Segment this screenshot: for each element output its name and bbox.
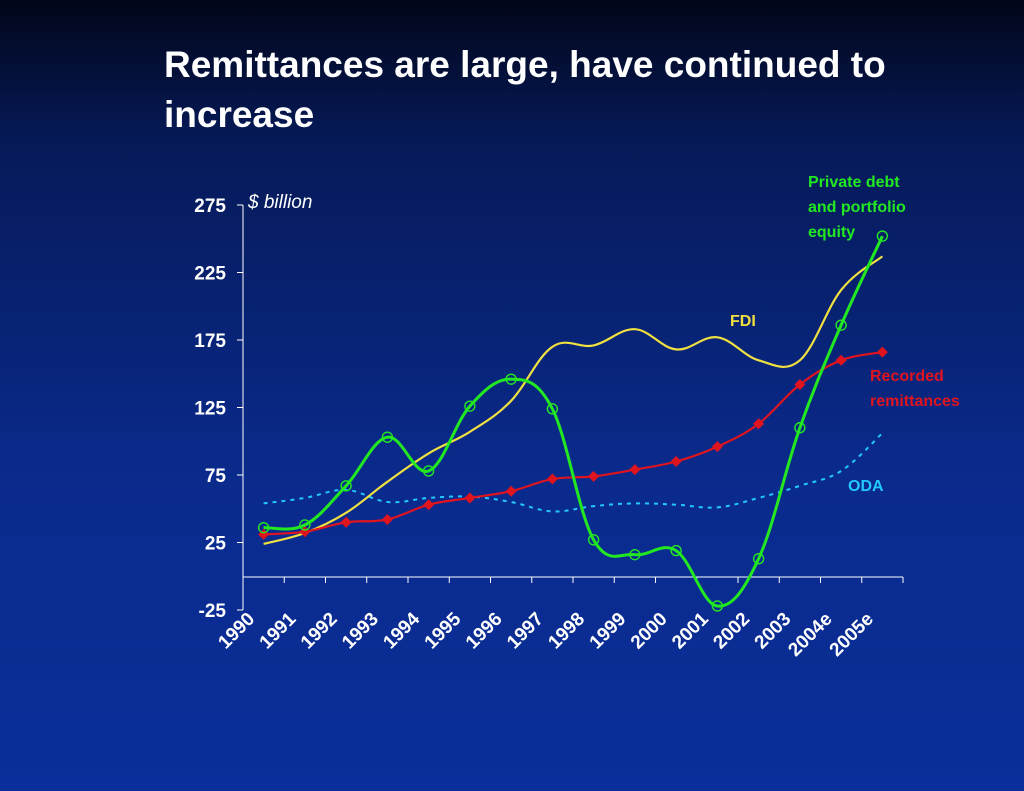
x-tick-label: 2005e	[826, 609, 878, 661]
series-label-private-debt-and-portfolio-equity: and portfolio	[808, 199, 906, 216]
data-point-private-debt-and-portfolio-equity-1993	[381, 431, 394, 443]
data-point-private-debt-and-portfolio-equity-1991	[299, 519, 311, 531]
data-point-recorded-remittances-1996	[505, 485, 517, 497]
data-point-recorded-remittances-2002	[753, 418, 765, 430]
series-label-fdi: FDI	[730, 313, 756, 330]
series-label-recorded-remittances: Recorded	[870, 368, 944, 385]
x-tick-label: 2002	[709, 609, 754, 654]
series-label-private-debt-and-portfolio-equity: Private debt	[808, 174, 900, 191]
data-point-private-debt-and-portfolio-equity-2003	[794, 422, 806, 434]
x-tick-label: 2001	[668, 608, 713, 653]
data-point-recorded-remittances-1995	[464, 492, 476, 504]
x-tick-label: 1996	[462, 609, 507, 654]
series-label-oda: ODA	[848, 478, 884, 495]
data-point-private-debt-and-portfolio-equity-1996	[505, 373, 517, 385]
data-point-private-debt-and-portfolio-equity-1992	[340, 480, 352, 492]
data-point-recorded-remittances-2000	[670, 456, 682, 467]
data-point-private-debt-and-portfolio-equity-1994	[422, 465, 435, 477]
chart-series-labels: Private debt and portfolio equity FDI Record…	[730, 174, 960, 495]
x-tick-label: 1998	[544, 609, 589, 654]
x-tick-label: 2004e	[784, 609, 836, 661]
chart-series	[257, 230, 889, 612]
y-tick-label: 275	[194, 196, 226, 217]
x-tick-label: 1999	[586, 609, 631, 654]
data-point-private-debt-and-portfolio-equity-2001	[711, 600, 724, 612]
data-point-private-debt-and-portfolio-equity-1997	[546, 403, 559, 415]
data-point-private-debt-and-portfolio-equity-2002	[752, 553, 765, 565]
data-point-recorded-remittances-1992	[340, 516, 352, 528]
y-tick-label: 75	[205, 466, 227, 487]
page-title: Remittances are large, have continued to…	[164, 44, 886, 135]
x-tick-label: 1997	[503, 609, 548, 654]
series-label-recorded-remittances: remittances	[870, 393, 960, 410]
series-label-private-debt-and-portfolio-equity: equity	[808, 224, 855, 241]
y-tick-label: 225	[194, 264, 226, 285]
y-tick-label: 125	[194, 399, 226, 420]
data-point-private-debt-and-portfolio-equity-2000	[670, 544, 682, 557]
data-point-private-debt-and-portfolio-equity-2004e	[835, 319, 847, 331]
x-tick-label: 2000	[627, 609, 672, 654]
series-line-private-debt-and-portfolio-equity	[263, 235, 884, 608]
data-point-private-debt-and-portfolio-equity-1999	[629, 548, 641, 561]
data-point-private-debt-and-portfolio-equity-2005e	[876, 230, 889, 242]
y-tick-label: -25	[199, 601, 227, 622]
data-point-private-debt-and-portfolio-equity-1995	[464, 400, 476, 412]
x-tick-label: 1991	[256, 608, 301, 653]
data-point-recorded-remittances-1993	[381, 514, 393, 526]
y-tick-label: 25	[205, 534, 227, 555]
x-tick-label: 1992	[297, 609, 342, 654]
data-point-recorded-remittances-1997	[546, 473, 558, 485]
data-point-recorded-remittances-2003	[794, 379, 806, 391]
data-point-private-debt-and-portfolio-equity-1990	[257, 521, 270, 534]
x-tick-label: 1994	[379, 608, 424, 653]
y-axis-unit-label: $ billion	[247, 192, 312, 213]
series-line-fdi	[263, 255, 884, 545]
y-tick-label: 175	[194, 331, 226, 352]
data-point-recorded-remittances-2005e	[876, 346, 888, 358]
x-tick-label: 1993	[338, 609, 383, 654]
data-point-recorded-remittances-1994	[423, 499, 435, 511]
data-point-recorded-remittances-1999	[629, 464, 641, 476]
data-point-private-debt-and-portfolio-equity-1998	[587, 534, 600, 546]
x-tick-label: 1995	[421, 608, 466, 653]
data-point-recorded-remittances-2004e	[835, 354, 847, 366]
data-point-recorded-remittances-1998	[588, 470, 600, 482]
data-point-recorded-remittances-2001	[711, 441, 723, 453]
